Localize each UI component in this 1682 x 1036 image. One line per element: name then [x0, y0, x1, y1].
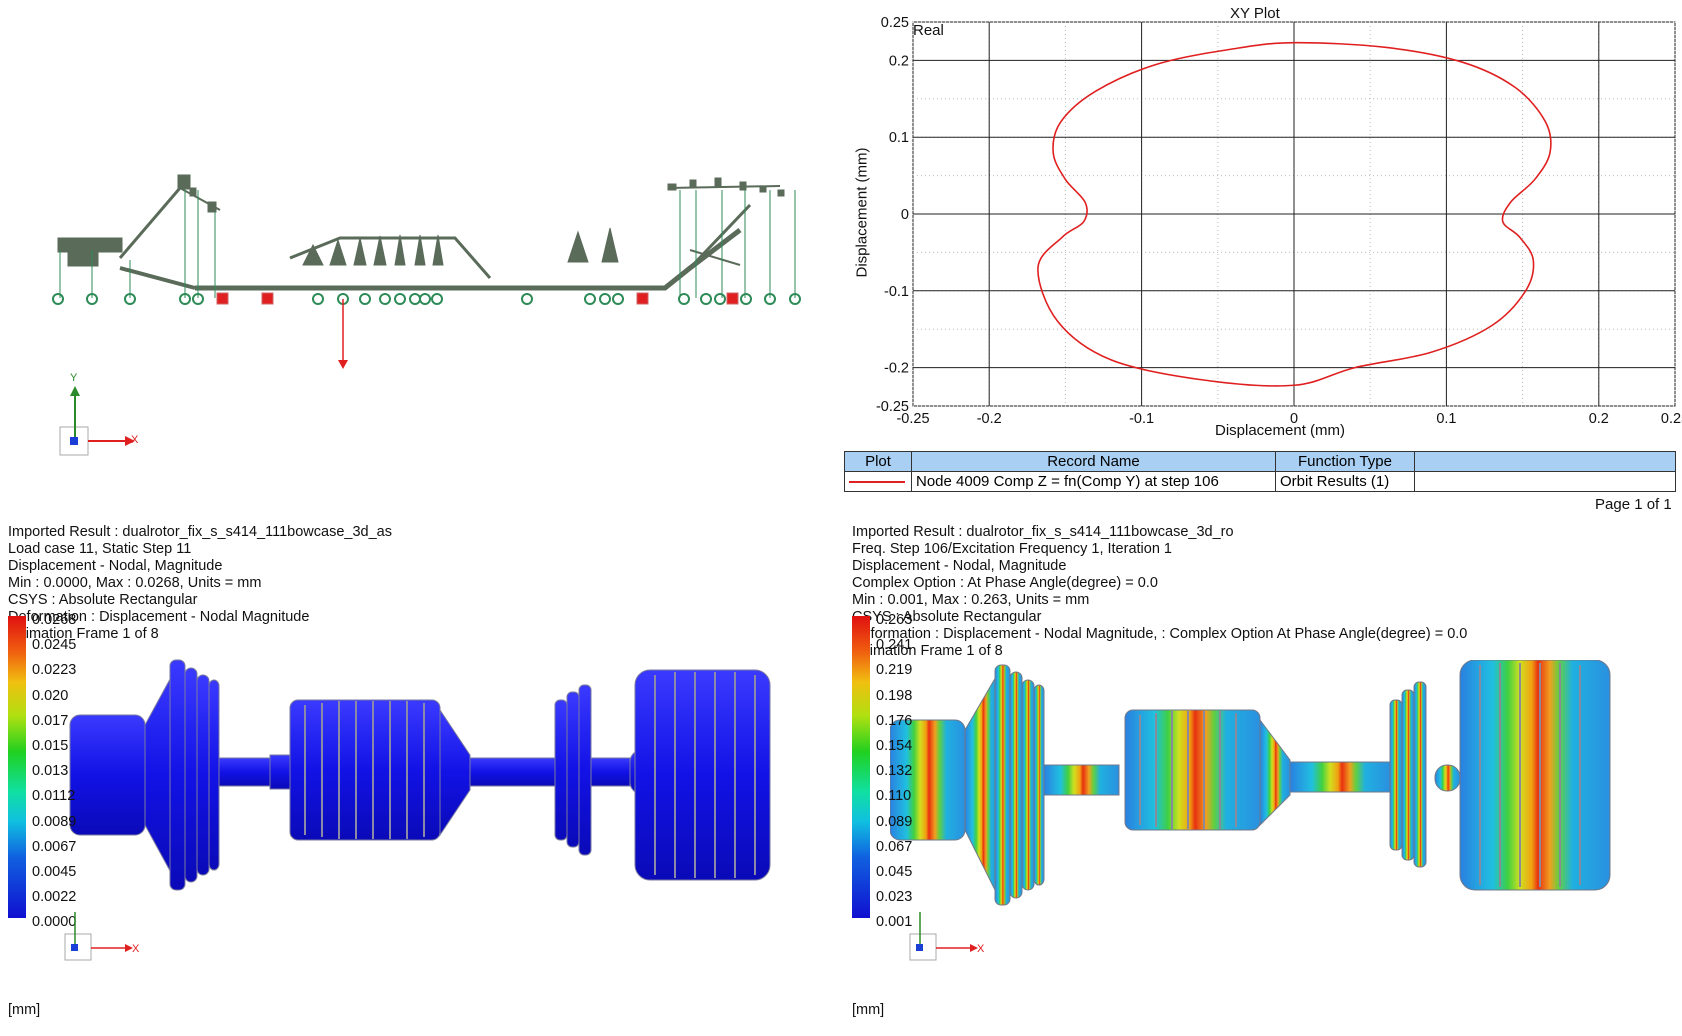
x-tick-label: -0.2 [977, 411, 1002, 427]
info-line: Freq. Step 106/Excitation Frequency 1, I… [852, 541, 1172, 557]
rotor-contour-frequency [890, 660, 1611, 906]
legend-header-function: Function Type [1275, 451, 1415, 472]
info-line: Deformation : Displacement - Nodal Magni… [852, 626, 1468, 642]
triad-x-label: X [977, 943, 985, 955]
x-tick-label: 0.25 [1661, 411, 1682, 427]
legend-line-swatch [844, 471, 912, 492]
scale-label: 0.110 [876, 788, 912, 805]
beam-model-drawing [52, 174, 801, 369]
legend-record-name: Node 4009 Comp Z = fn(Comp Y) at step 10… [911, 471, 1276, 492]
info-line: Load case 11, Static Step 11 [8, 541, 192, 557]
scale-label: 0.0268 [32, 612, 77, 628]
coordinate-triad [64, 912, 133, 961]
x-tick-label: -0.1 [1129, 411, 1154, 427]
x-tick-label: 0 [1290, 411, 1298, 427]
triad-x-label: X [132, 943, 140, 955]
scale-label: 0.0067 [32, 838, 77, 855]
y-tick-label: -0.2 [884, 361, 909, 377]
page-indicator: Page 1 of 1 [1595, 496, 1672, 513]
coordinate-triad [909, 912, 978, 961]
info-line: Animation Frame 1 of 8 [852, 643, 1003, 659]
info-line: Min : 0.001, Max : 0.263, Units = mm [852, 592, 1090, 608]
static-result-info: Imported Result : dualrotor_fix_s_s414_1… [8, 524, 392, 643]
scale-label: 0.020 [32, 687, 69, 704]
xy-plot-panel[interactable]: XY Plot -0.25 -0.2 -0.1 0 0.1 0.2 0.25 0.25 0.2 0… [840, 0, 1682, 520]
info-line: Min : 0.0000, Max : 0.0268, Units = mm [8, 575, 262, 591]
scale-label: 0.017 [32, 712, 69, 729]
scale-label: 0.0112 [32, 788, 76, 805]
contour-color-bar [852, 616, 870, 918]
y-tick-label: 0.1 [889, 130, 909, 146]
scale-label: 0.263 [876, 612, 913, 628]
color-bar-labels: 0.263 0.241 0.219 0.198 0.176 0.154 0.13… [876, 608, 912, 936]
info-line: CSYS : Absolute Rectangular [852, 609, 1042, 625]
y-tick-label: -0.25 [876, 399, 909, 415]
scale-label: 0.132 [876, 763, 913, 780]
y-tick-label: 0.25 [881, 15, 909, 31]
coordinate-triad [59, 386, 135, 456]
scale-label: 0.001 [876, 914, 913, 931]
rotor-contour-static [69, 659, 771, 891]
legend-empty-cell [1414, 471, 1676, 492]
scale-label: 0.015 [32, 738, 69, 755]
scale-label: 0.023 [876, 889, 913, 906]
scale-label: 0.0000 [32, 914, 77, 931]
info-line: Displacement - Nodal, Magnitude [8, 558, 223, 574]
x-tick-label: 0.1 [1436, 411, 1456, 427]
legend-header-empty [1414, 451, 1676, 472]
info-line: Animation Frame 1 of 8 [8, 626, 159, 642]
info-line: Imported Result : dualrotor_fix_s_s414_1… [8, 524, 392, 540]
scale-label: 0.067 [876, 838, 913, 855]
unit-label: [mm] [852, 1002, 885, 1018]
scale-label: 0.0223 [32, 662, 77, 679]
static-result-viewport[interactable]: Imported Result : dualrotor_fix_s_s414_1… [0, 520, 840, 1036]
xy-plot-chart: -0.25 -0.2 -0.1 0 0.1 0.2 0.25 0.25 0.2 0.1 0 -0.1 -… [876, 15, 1682, 427]
scale-label: 0.219 [876, 662, 913, 679]
y-tick-label: -0.1 [884, 284, 909, 300]
legend-header-record: Record Name [911, 451, 1276, 472]
y-axis-title: Displacement (mm) [853, 147, 871, 278]
plot-legend-table: Plot Record Name Function Type Node 4009… [844, 451, 1676, 492]
legend-function-type: Orbit Results (1) [1275, 471, 1415, 492]
scale-label: 0.0245 [32, 637, 77, 654]
scale-label: 0.089 [876, 813, 913, 830]
real-label: Real [913, 22, 944, 39]
scale-label: 0.0022 [32, 889, 77, 906]
info-line: Displacement - Nodal, Magnitude [852, 558, 1067, 574]
x-axis-title: Displacement (mm) [1215, 422, 1346, 439]
x-tick-label: -0.25 [896, 411, 929, 427]
scale-label: 0.013 [32, 763, 69, 780]
info-line: CSYS : Absolute Rectangular [8, 592, 198, 608]
legend-row[interactable]: Node 4009 Comp Z = fn(Comp Y) at step 10… [844, 471, 1676, 492]
scale-label: 0.045 [876, 864, 913, 881]
axis-y-label: Y [70, 372, 78, 384]
unit-label: [mm] [8, 1002, 41, 1018]
y-tick-label: 0.2 [889, 53, 909, 69]
scale-label: 0.154 [876, 738, 913, 755]
contour-color-bar [8, 616, 26, 918]
info-line: Complex Option : At Phase Angle(degree) … [852, 575, 1158, 591]
scale-label: 0.0089 [32, 813, 77, 830]
color-bar-labels: 0.0268 0.0245 0.0223 0.020 0.017 0.015 0… [32, 608, 76, 936]
legend-header-plot: Plot [844, 451, 912, 472]
axis-x-label: X [131, 434, 139, 446]
info-line: Deformation : Displacement - Nodal Magni… [8, 609, 310, 625]
freq-result-info: Imported Result : dualrotor_fix_s_s414_1… [852, 524, 1467, 660]
scale-label: 0.241 [876, 637, 913, 654]
scale-label: 0.0045 [32, 864, 77, 881]
model-viewport[interactable]: Y X [0, 0, 840, 460]
frequency-result-viewport[interactable]: Imported Result : dualrotor_fix_s_s414_1… [840, 520, 1682, 1036]
y-tick-label: 0 [901, 207, 909, 223]
scale-label: 0.198 [876, 687, 913, 704]
orbit-series-line [1037, 41, 1552, 387]
scale-label: 0.176 [876, 712, 913, 729]
plot-title: XY Plot [1230, 5, 1280, 22]
info-line: Imported Result : dualrotor_fix_s_s414_1… [852, 524, 1234, 540]
x-tick-label: 0.2 [1589, 411, 1609, 427]
